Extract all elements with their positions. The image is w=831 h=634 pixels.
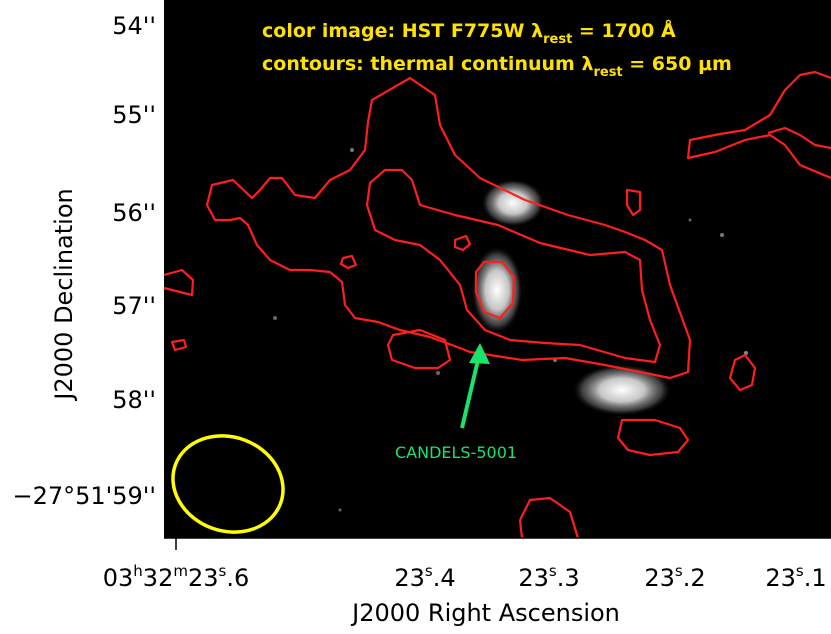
galaxy-blob-south [572, 364, 672, 416]
contour-blob [474, 260, 516, 320]
y-tick-label: −27°51'59'' [12, 482, 156, 510]
x-tick-label: 23s.4 [394, 562, 455, 592]
y-axis: 54'' 55'' 56'' 57'' 58'' −27°51'59'' [12, 12, 156, 510]
contour-outer [205, 76, 692, 380]
x-tick-label: 23s.3 [518, 562, 579, 592]
y-tick-label: 57'' [112, 292, 156, 320]
contour-bottom [518, 496, 580, 539]
galaxy-blob-central [471, 246, 523, 334]
contour-loop-s [616, 418, 690, 457]
y-tick-label: 54'' [112, 12, 156, 40]
annotation-line-1: color image: HST F775W λrest = 1700 Å [262, 18, 676, 47]
contours [163, 70, 831, 539]
noise-dot [436, 371, 440, 375]
contour-small [625, 188, 642, 217]
contour-small [453, 234, 472, 252]
y-axis-label: J2000 Declination [50, 188, 78, 401]
contour-topright-inner [767, 126, 831, 150]
x-tick-label: 23s.1 [765, 562, 826, 592]
beam-ellipse [171, 434, 285, 534]
x-axis: 03h32m23s.6 23s.4 23s.3 23s.2 23s.1 [103, 538, 827, 592]
galaxy-blob-north [481, 179, 545, 227]
noise-dot [720, 233, 724, 237]
contour-small [339, 254, 358, 270]
noise-dot [338, 508, 342, 512]
y-tick-label: 58'' [112, 386, 156, 414]
y-tick-label: 55'' [112, 101, 156, 129]
noise-dot [350, 148, 354, 152]
source-arrow [460, 343, 490, 429]
contour-left [163, 268, 195, 297]
contour-small-e [728, 353, 757, 392]
x-tick-label: 03h32m23s.6 [103, 562, 250, 592]
contour-small [170, 338, 188, 352]
contour-inner [365, 168, 662, 364]
contour-loop-sw [386, 328, 452, 370]
noise-dot [688, 218, 692, 222]
y-tick-label: 56'' [112, 199, 156, 227]
annotation-line-2: contours: thermal continuum λrest = 650 … [262, 53, 732, 80]
x-tick-label: 23s.2 [644, 562, 705, 592]
contour-topright [686, 70, 831, 180]
source-label: CANDELS-5001 [395, 443, 517, 462]
x-axis-label: J2000 Right Ascension [350, 599, 620, 627]
noise-dot [273, 316, 277, 320]
